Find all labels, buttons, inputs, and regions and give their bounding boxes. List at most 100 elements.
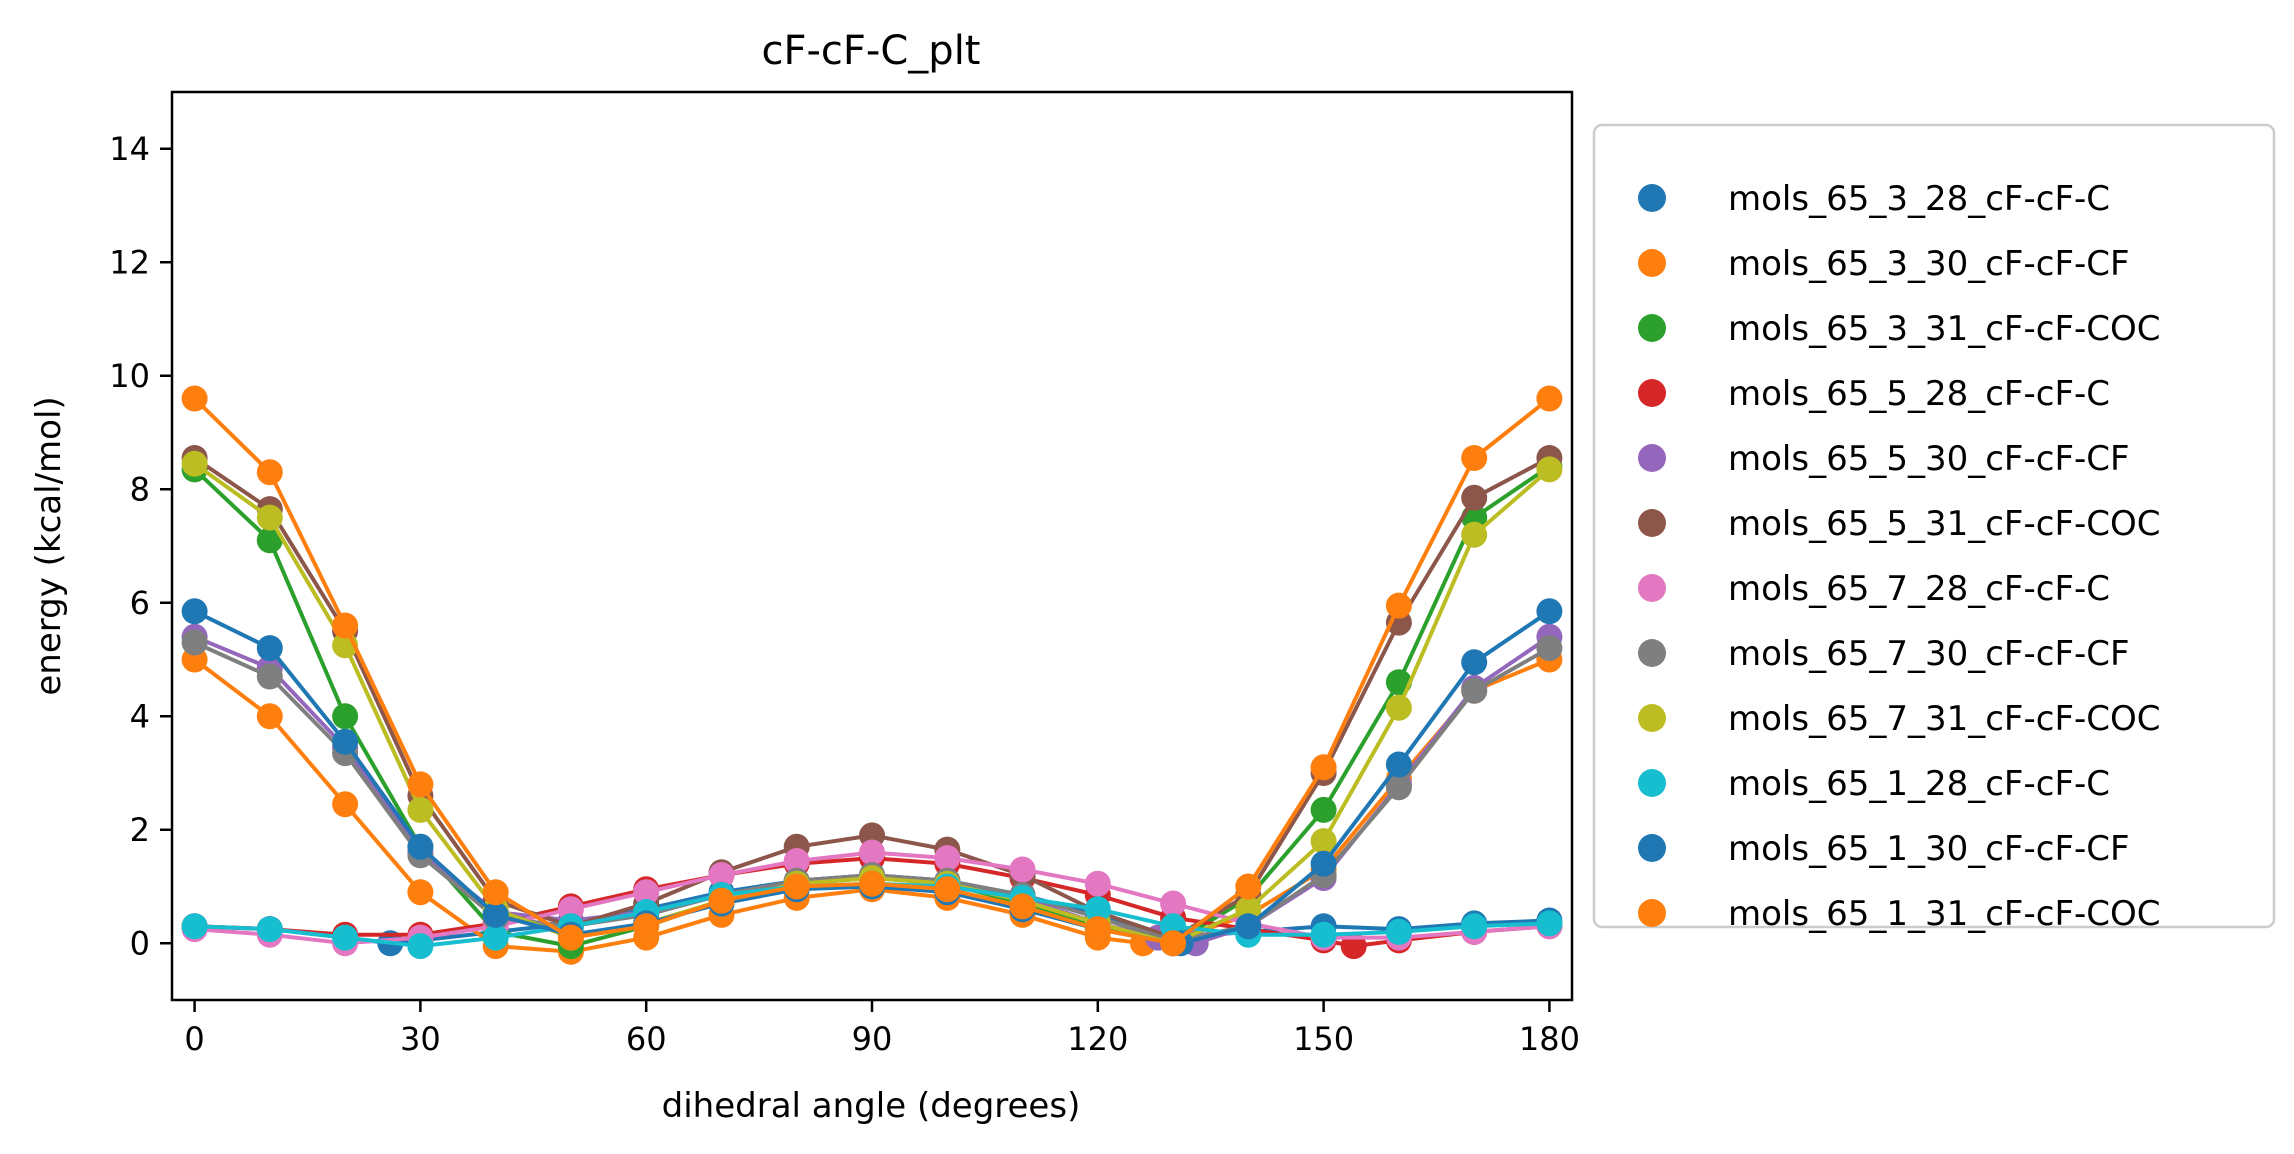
data-point [1385, 751, 1412, 778]
data-point [181, 598, 208, 625]
legend-item: mols_65_5_28_cF-cF-C [1638, 374, 2110, 414]
data-point [482, 924, 509, 951]
y-tick-label: 2 [130, 811, 150, 849]
data-point [633, 879, 660, 906]
x-tick-label: 60 [626, 1020, 667, 1058]
legend-item: mols_65_1_30_cF-cF-CF [1638, 829, 2130, 869]
x-tick-label: 90 [852, 1020, 893, 1058]
data-point [1461, 445, 1488, 471]
y-tick-label: 10 [109, 357, 150, 395]
data-point [407, 879, 434, 906]
legend-item: mols_65_5_30_cF-cF-CF [1638, 439, 2130, 479]
data-point [256, 527, 283, 554]
data-point [1461, 521, 1488, 548]
series-line [193, 609, 1551, 946]
y-tick-label: 6 [130, 584, 150, 622]
legend-label: mols_65_7_31_cF-cF-COC [1728, 699, 2161, 739]
x-tick-label: 0 [184, 1020, 204, 1058]
data-point [1084, 916, 1111, 943]
data-point [557, 924, 584, 951]
y-tick-label: 8 [130, 470, 150, 508]
legend-label: mols_65_3_31_cF-cF-COC [1728, 309, 2161, 349]
data-point [1385, 694, 1412, 721]
data-point [1536, 635, 1563, 662]
data-point [407, 796, 434, 823]
legend-marker [1638, 184, 1666, 212]
data-point [859, 870, 885, 897]
data-point [332, 703, 359, 730]
plot-area [181, 385, 1563, 965]
x-axis: 0 30 60 90 120 150 180 [184, 1000, 1580, 1058]
legend-marker [1638, 639, 1666, 667]
data-point [1385, 918, 1412, 945]
series-10 [181, 598, 1563, 957]
data-point [1235, 913, 1262, 940]
legend-label: mols_65_5_30_cF-cF-CF [1728, 439, 2130, 479]
legend-item: mols_65_5_31_cF-cF-COC [1638, 504, 2161, 544]
legend-label: mols_65_7_28_cF-cF-C [1728, 569, 2110, 609]
legend-marker [1638, 314, 1666, 342]
data-point [1084, 870, 1111, 897]
data-point [1310, 850, 1337, 877]
y-tick-label: 0 [130, 924, 150, 962]
data-point [181, 450, 208, 477]
legend-label: mols_65_3_28_cF-cF-C [1728, 179, 2110, 219]
data-point [708, 887, 735, 914]
legend-marker [1638, 834, 1666, 862]
x-tick-label: 180 [1519, 1020, 1580, 1058]
data-point [332, 924, 359, 951]
data-point [934, 845, 961, 872]
legend-marker [1638, 249, 1666, 277]
data-point [407, 933, 434, 960]
x-tick-label: 30 [400, 1020, 441, 1058]
data-point [1310, 921, 1337, 948]
data-point [1461, 484, 1488, 511]
data-point [708, 862, 735, 889]
data-point [1461, 913, 1488, 940]
data-point [256, 703, 283, 730]
y-tick-label: 14 [109, 130, 150, 168]
data-point [482, 879, 509, 906]
y-tick-label: 4 [130, 697, 150, 735]
data-point [1310, 754, 1337, 781]
data-point [1461, 677, 1488, 704]
y-axis-label: energy (kcal/mol) [29, 396, 69, 695]
data-point [1536, 385, 1563, 412]
data-point [256, 459, 283, 486]
data-point [1009, 856, 1036, 883]
data-point [1536, 456, 1563, 483]
data-point [1160, 930, 1187, 957]
data-point [1385, 774, 1412, 801]
legend-marker [1638, 509, 1666, 537]
x-axis-label: dihedral angle (degrees) [662, 1086, 1081, 1126]
data-point [1385, 592, 1412, 619]
legend-item: mols_65_3_30_cF-cF-CF [1638, 244, 2130, 284]
data-point [1084, 896, 1111, 923]
data-point [256, 504, 283, 531]
data-point [1461, 649, 1488, 676]
data-point [1310, 796, 1337, 823]
data-point [256, 916, 283, 943]
legend-label: mols_65_3_30_cF-cF-CF [1728, 244, 2130, 284]
data-point [859, 839, 885, 866]
data-point [783, 873, 810, 900]
data-point [181, 913, 208, 940]
legend-label: mols_65_5_28_cF-cF-C [1728, 374, 2110, 414]
chart-title: cF-cF-C_plt [762, 28, 981, 74]
legend-item: mols_65_7_31_cF-cF-COC [1638, 699, 2161, 739]
data-point [934, 876, 961, 903]
legend-label: mols_65_1_31_cF-cF-COC [1728, 894, 2161, 934]
legend-marker [1638, 379, 1666, 407]
legend-label: mols_65_1_30_cF-cF-CF [1728, 829, 2130, 869]
data-point [256, 635, 283, 662]
legend: mols_65_3_28_cF-cF-C mols_65_3_30_cF-cF-C… [1592, 123, 2276, 934]
legend-item: mols_65_3_28_cF-cF-C [1638, 179, 2110, 219]
data-point [256, 663, 283, 690]
data-point [181, 629, 208, 656]
x-tick-label: 150 [1293, 1020, 1354, 1058]
y-tick-label: 12 [109, 243, 150, 281]
data-point [482, 901, 509, 928]
legend-item: mols_65_1_31_cF-cF-COC [1638, 894, 2161, 934]
data-point [407, 833, 434, 860]
